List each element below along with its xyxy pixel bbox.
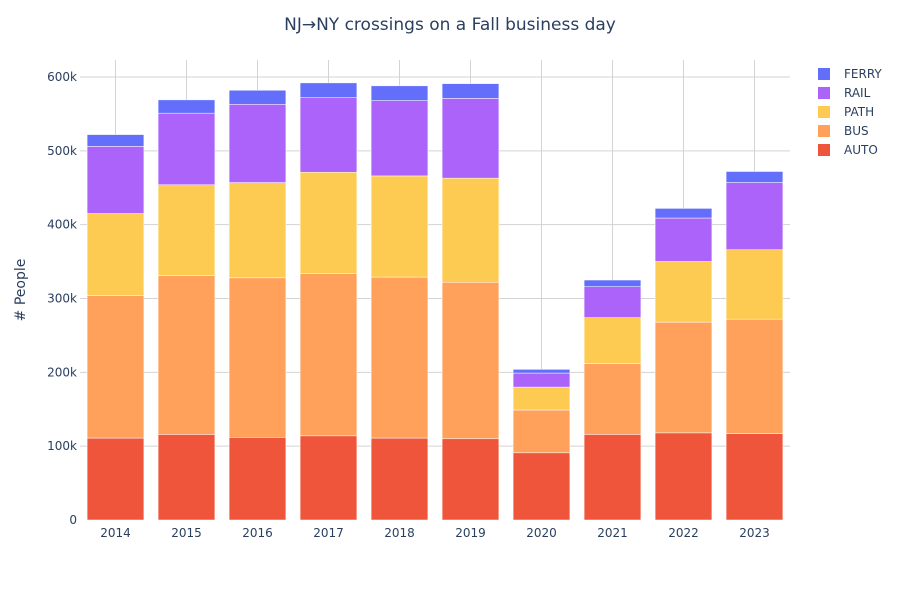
x-tick-label: 2016 xyxy=(242,526,273,540)
legend-label: PATH xyxy=(844,105,874,119)
bar-ferry-2018[interactable] xyxy=(370,85,429,101)
y-tick-label: 200k xyxy=(47,365,77,379)
bar-auto-2017[interactable] xyxy=(299,435,358,521)
bar-rail-2016[interactable] xyxy=(228,104,287,183)
x-tick-label: 2021 xyxy=(597,526,628,540)
y-tick-label: 0 xyxy=(69,513,77,527)
bar-bus-2016[interactable] xyxy=(228,277,287,438)
legend-swatch xyxy=(818,125,830,137)
legend-swatch xyxy=(818,87,830,99)
bar-ferry-2022[interactable] xyxy=(654,208,713,219)
legend-item-ferry[interactable]: FERRY xyxy=(818,67,882,81)
bar-path-2019[interactable] xyxy=(441,177,500,283)
bar-auto-2015[interactable] xyxy=(157,434,216,521)
x-tick-label: 2018 xyxy=(384,526,415,540)
bar-ferry-2020[interactable] xyxy=(512,369,571,374)
bar-rail-2014[interactable] xyxy=(86,146,145,214)
legend-label: AUTO xyxy=(844,143,878,157)
x-tick-label: 2023 xyxy=(739,526,770,540)
y-tick-label: 600k xyxy=(47,70,77,84)
y-tick-label: 500k xyxy=(47,144,77,158)
legend-swatch xyxy=(818,106,830,118)
x-tick-label: 2017 xyxy=(313,526,344,540)
bar-rail-2022[interactable] xyxy=(654,217,713,262)
legend-label: RAIL xyxy=(844,86,871,100)
bar-rail-2018[interactable] xyxy=(370,100,429,177)
bar-rail-2020[interactable] xyxy=(512,372,571,388)
x-tick-label: 2015 xyxy=(171,526,202,540)
bar-bus-2021[interactable] xyxy=(583,363,642,435)
bar-auto-2020[interactable] xyxy=(512,452,571,521)
bar-path-2018[interactable] xyxy=(370,175,429,278)
bar-auto-2014[interactable] xyxy=(86,437,145,521)
legend-item-bus[interactable]: BUS xyxy=(818,124,869,138)
bar-bus-2023[interactable] xyxy=(725,318,784,434)
bar-ferry-2014[interactable] xyxy=(86,134,145,147)
bar-bus-2020[interactable] xyxy=(512,409,571,454)
bar-ferry-2017[interactable] xyxy=(299,82,358,98)
bar-bus-2019[interactable] xyxy=(441,281,500,440)
bar-rail-2023[interactable] xyxy=(725,182,784,251)
legend-label: FERRY xyxy=(844,67,882,81)
legend-item-path[interactable]: PATH xyxy=(818,105,874,119)
y-tick-label: 300k xyxy=(47,291,77,305)
y-tick-label: 400k xyxy=(47,218,77,232)
chart-title: NJ→NY crossings on a Fall business day xyxy=(284,15,616,35)
bar-bus-2022[interactable] xyxy=(654,321,713,434)
bar-ferry-2021[interactable] xyxy=(583,279,642,287)
x-tick-label: 2014 xyxy=(100,526,131,540)
legend[interactable]: FERRY RAIL PATH BUS AUTO xyxy=(818,67,882,157)
bar-auto-2018[interactable] xyxy=(370,437,429,521)
bar-auto-2019[interactable] xyxy=(441,438,500,521)
bar-bus-2018[interactable] xyxy=(370,276,429,439)
bar-auto-2022[interactable] xyxy=(654,432,713,521)
legend-swatch xyxy=(818,68,830,80)
legend-swatch xyxy=(818,144,830,156)
bar-auto-2021[interactable] xyxy=(583,434,642,521)
x-tick-label: 2022 xyxy=(668,526,699,540)
bar-path-2016[interactable] xyxy=(228,182,287,279)
y-axis-ticks: 0 100k 200k 300k 400k 500k 600k xyxy=(47,70,77,527)
legend-item-auto[interactable]: AUTO xyxy=(818,143,878,157)
bar-bus-2015[interactable] xyxy=(157,275,216,435)
bar-ferry-2019[interactable] xyxy=(441,83,500,99)
bar-path-2014[interactable] xyxy=(86,213,145,296)
bar-ferry-2015[interactable] xyxy=(157,99,216,114)
bar-path-2020[interactable] xyxy=(512,386,571,411)
legend-label: BUS xyxy=(844,124,869,138)
bar-ferry-2023[interactable] xyxy=(725,171,784,183)
bar-path-2023[interactable] xyxy=(725,249,784,320)
bar-path-2015[interactable] xyxy=(157,184,216,276)
bar-bus-2017[interactable] xyxy=(299,273,358,437)
bar-rail-2019[interactable] xyxy=(441,98,500,179)
legend-item-rail[interactable]: RAIL xyxy=(818,86,871,100)
bar-rail-2015[interactable] xyxy=(157,112,216,186)
bar-ferry-2016[interactable] xyxy=(228,90,287,105)
bar-path-2017[interactable] xyxy=(299,171,358,274)
bar-auto-2023[interactable] xyxy=(725,433,784,521)
bar-path-2022[interactable] xyxy=(654,261,713,323)
bars xyxy=(86,82,784,521)
x-tick-label: 2020 xyxy=(526,526,557,540)
bar-auto-2016[interactable] xyxy=(228,437,287,521)
y-axis-label: # People xyxy=(13,259,29,322)
y-tick-label: 100k xyxy=(47,439,77,453)
bar-rail-2021[interactable] xyxy=(583,286,642,318)
bar-rail-2017[interactable] xyxy=(299,97,358,173)
bar-path-2021[interactable] xyxy=(583,317,642,364)
x-axis-ticks: 2014 2015 2016 2017 2018 2019 2020 2021 2022 2023 xyxy=(100,526,770,540)
bar-bus-2014[interactable] xyxy=(86,295,145,439)
x-tick-label: 2019 xyxy=(455,526,486,540)
